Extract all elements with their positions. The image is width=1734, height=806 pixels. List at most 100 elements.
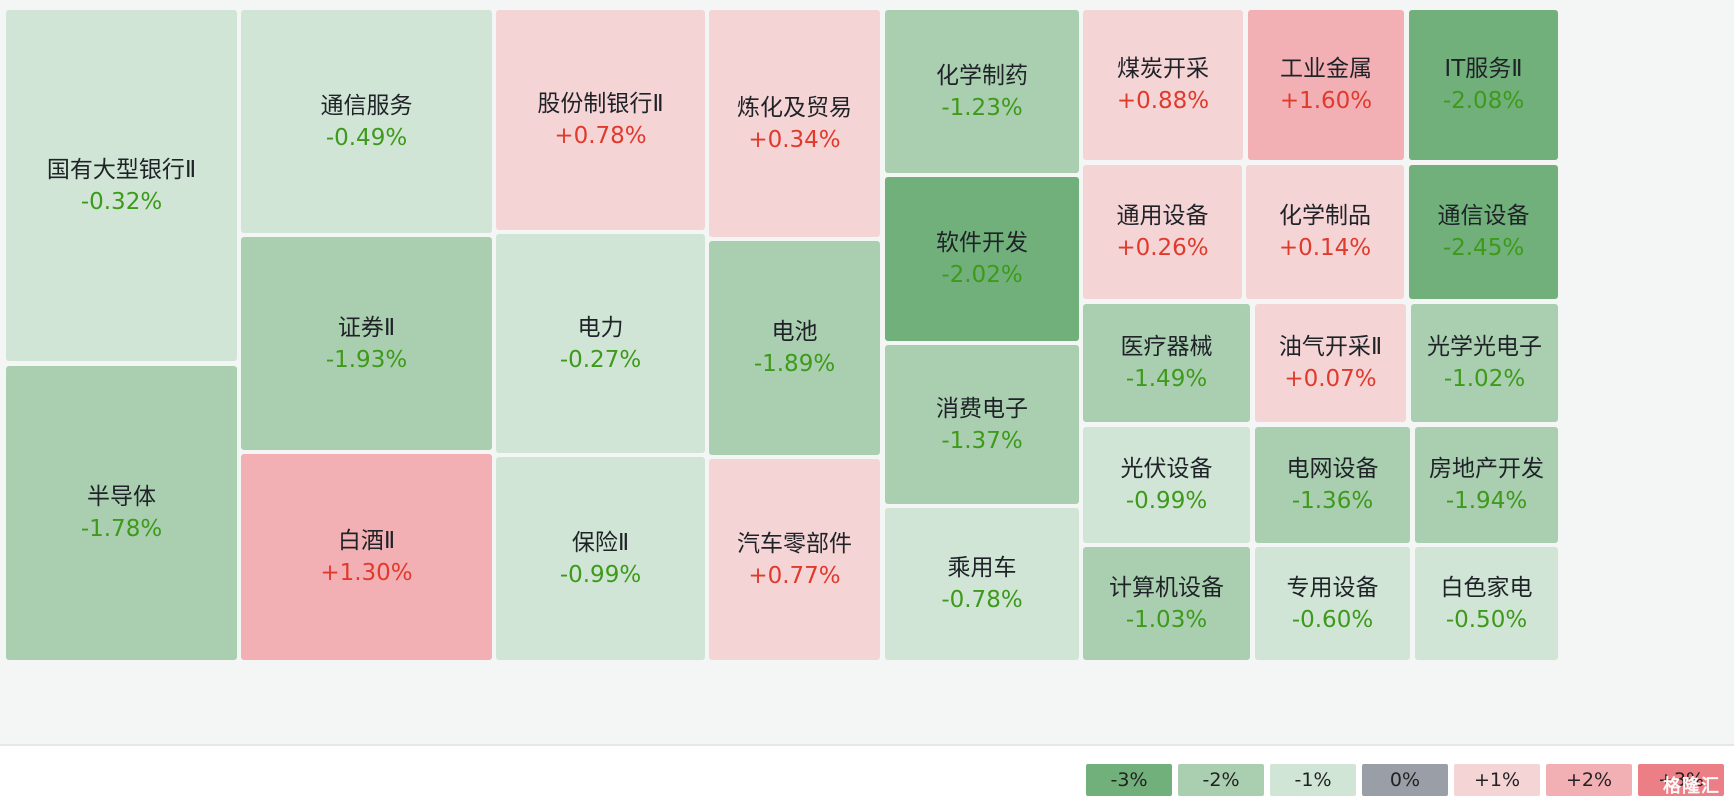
industry-heatmap: 国有大型银行Ⅱ -0.32% 半导体 -1.78% 通信服务 -0.49% 证券Ⅱ -1.93…: [0, 0, 1734, 744]
tile-change: +1.30%: [320, 560, 413, 586]
tile-change: -1.23%: [941, 94, 1023, 121]
tile-name: 光学光电子: [1427, 334, 1542, 360]
tile-change: -1.78%: [80, 516, 163, 542]
tile-name: 化学制品: [1279, 203, 1371, 229]
color-legend: -3% -2% -1% 0% +1% +2% +3%: [1086, 764, 1724, 796]
tile-change: -2.08%: [1442, 88, 1525, 114]
legend-item: +2%: [1546, 764, 1632, 796]
tile-name: 软件开发: [936, 230, 1028, 256]
heatmap-tile[interactable]: 保险Ⅱ -0.99%: [496, 457, 705, 660]
heatmap-tile[interactable]: 油气开采Ⅱ +0.07%: [1255, 304, 1406, 422]
tile-name: 乘用车: [947, 555, 1017, 581]
tile-name: 保险Ⅱ: [571, 529, 630, 556]
tile-change: +0.07%: [1284, 366, 1377, 392]
tile-change: -1.37%: [941, 427, 1023, 454]
tile-change: -2.45%: [1442, 235, 1525, 261]
tile-name: 计算机设备: [1109, 574, 1224, 601]
tile-change: +0.26%: [1116, 235, 1209, 261]
legend-item: -1%: [1270, 764, 1356, 796]
tile-name: 证券Ⅱ: [337, 314, 396, 341]
tile-change: -1.89%: [753, 351, 836, 377]
tile-change: -1.49%: [1125, 366, 1208, 392]
tile-change: -0.78%: [941, 587, 1023, 613]
heatmap-tile[interactable]: 光学光电子 -1.02%: [1411, 304, 1558, 422]
tile-change: +0.78%: [554, 123, 647, 149]
tile-change: -2.02%: [941, 262, 1023, 288]
heatmap-tile[interactable]: 白色家电 -0.50%: [1415, 547, 1558, 660]
heatmap-tile[interactable]: 房地产开发 -1.94%: [1415, 427, 1558, 543]
heatmap-tile[interactable]: 国有大型银行Ⅱ -0.32%: [6, 10, 237, 361]
tile-change: -0.27%: [559, 346, 642, 373]
tile-name: 半导体: [87, 484, 156, 510]
heatmap-tile[interactable]: 电力 -0.27%: [496, 234, 705, 453]
tile-change: -0.99%: [559, 561, 642, 588]
heatmap-tile[interactable]: 光伏设备 -0.99%: [1083, 427, 1250, 543]
legend-item: -3%: [1086, 764, 1172, 796]
tile-name: 工业金属: [1280, 56, 1372, 82]
tile-name: 股份制银行Ⅱ: [537, 91, 664, 117]
tile-change: +0.34%: [748, 126, 841, 153]
tile-name: 电网设备: [1286, 456, 1379, 482]
tile-name: 白色家电: [1440, 574, 1533, 601]
tile-change: +0.77%: [748, 562, 841, 589]
legend-item: -2%: [1178, 764, 1264, 796]
tile-change: -0.60%: [1291, 606, 1374, 633]
tile-name: 汽车零部件: [737, 530, 852, 557]
heatmap-tile[interactable]: 计算机设备 -1.03%: [1083, 547, 1250, 660]
heatmap-tile[interactable]: 电网设备 -1.36%: [1255, 427, 1410, 543]
legend-divider: [0, 744, 1734, 746]
tile-name: 电池: [771, 319, 818, 345]
tile-name: 电力: [577, 314, 624, 341]
tile-name: 通信服务: [320, 92, 413, 119]
tile-name: 炼化及贸易: [737, 94, 852, 121]
heatmap-tile[interactable]: 通用设备 +0.26%: [1083, 165, 1242, 299]
heatmap-tile[interactable]: IT服务Ⅱ -2.08%: [1409, 10, 1558, 160]
tile-change: -1.93%: [325, 346, 408, 373]
legend-item: +3%: [1638, 764, 1724, 796]
tile-change: +0.88%: [1116, 88, 1210, 114]
heatmap-tile[interactable]: 煤炭开采 +0.88%: [1083, 10, 1243, 160]
legend-item: +1%: [1454, 764, 1540, 796]
heatmap-tile[interactable]: 专用设备 -0.60%: [1255, 547, 1410, 660]
tile-name: 油气开采Ⅱ: [1278, 334, 1383, 360]
heatmap-tile[interactable]: 工业金属 +1.60%: [1248, 10, 1404, 160]
legend-item: 0%: [1362, 764, 1448, 796]
tile-change: -1.02%: [1443, 366, 1526, 392]
tile-name: 白酒Ⅱ: [337, 528, 396, 554]
heatmap-tile[interactable]: 炼化及贸易 +0.34%: [709, 10, 880, 237]
tile-change: -0.49%: [325, 124, 408, 151]
heatmap-tile[interactable]: 通信设备 -2.45%: [1409, 165, 1558, 299]
heatmap-tile[interactable]: 白酒Ⅱ +1.30%: [241, 454, 492, 660]
tile-name: 煤炭开采: [1117, 56, 1209, 82]
tile-name: 国有大型银行Ⅱ: [46, 156, 197, 183]
heatmap-tile[interactable]: 软件开发 -2.02%: [885, 177, 1079, 341]
heatmap-tile[interactable]: 消费电子 -1.37%: [885, 345, 1079, 504]
tile-change: -1.94%: [1445, 488, 1528, 514]
tile-name: 通用设备: [1116, 203, 1209, 229]
tile-change: -1.36%: [1291, 488, 1374, 514]
heatmap-tile[interactable]: 半导体 -1.78%: [6, 366, 237, 660]
heatmap-tile[interactable]: 证券Ⅱ -1.93%: [241, 237, 492, 450]
tile-change: +0.14%: [1278, 235, 1372, 261]
watermark: 格隆汇: [1663, 776, 1720, 797]
tile-change: -0.99%: [1125, 488, 1208, 514]
heatmap-tile[interactable]: 电池 -1.89%: [709, 241, 880, 455]
heatmap-tile[interactable]: 化学制品 +0.14%: [1246, 165, 1404, 299]
tile-name: IT服务Ⅱ: [1444, 56, 1523, 82]
heatmap-tile[interactable]: 乘用车 -0.78%: [885, 508, 1079, 660]
tile-name: 光伏设备: [1120, 456, 1213, 482]
tile-change: -0.50%: [1445, 606, 1528, 633]
heatmap-tile[interactable]: 股份制银行Ⅱ +0.78%: [496, 10, 705, 230]
tile-name: 专用设备: [1286, 574, 1379, 601]
heatmap-tile[interactable]: 医疗器械 -1.49%: [1083, 304, 1250, 422]
tile-name: 医疗器械: [1120, 334, 1213, 360]
tile-change: -0.32%: [80, 188, 163, 215]
tile-name: 化学制药: [936, 62, 1028, 89]
tile-name: 消费电子: [936, 395, 1028, 422]
heatmap-tile[interactable]: 汽车零部件 +0.77%: [709, 459, 880, 660]
heatmap-tile[interactable]: 通信服务 -0.49%: [241, 10, 492, 233]
heatmap-tile[interactable]: 化学制药 -1.23%: [885, 10, 1079, 173]
tile-name: 通信设备: [1437, 203, 1530, 229]
tile-name: 房地产开发: [1429, 456, 1544, 482]
tile-change: -1.03%: [1125, 606, 1208, 633]
